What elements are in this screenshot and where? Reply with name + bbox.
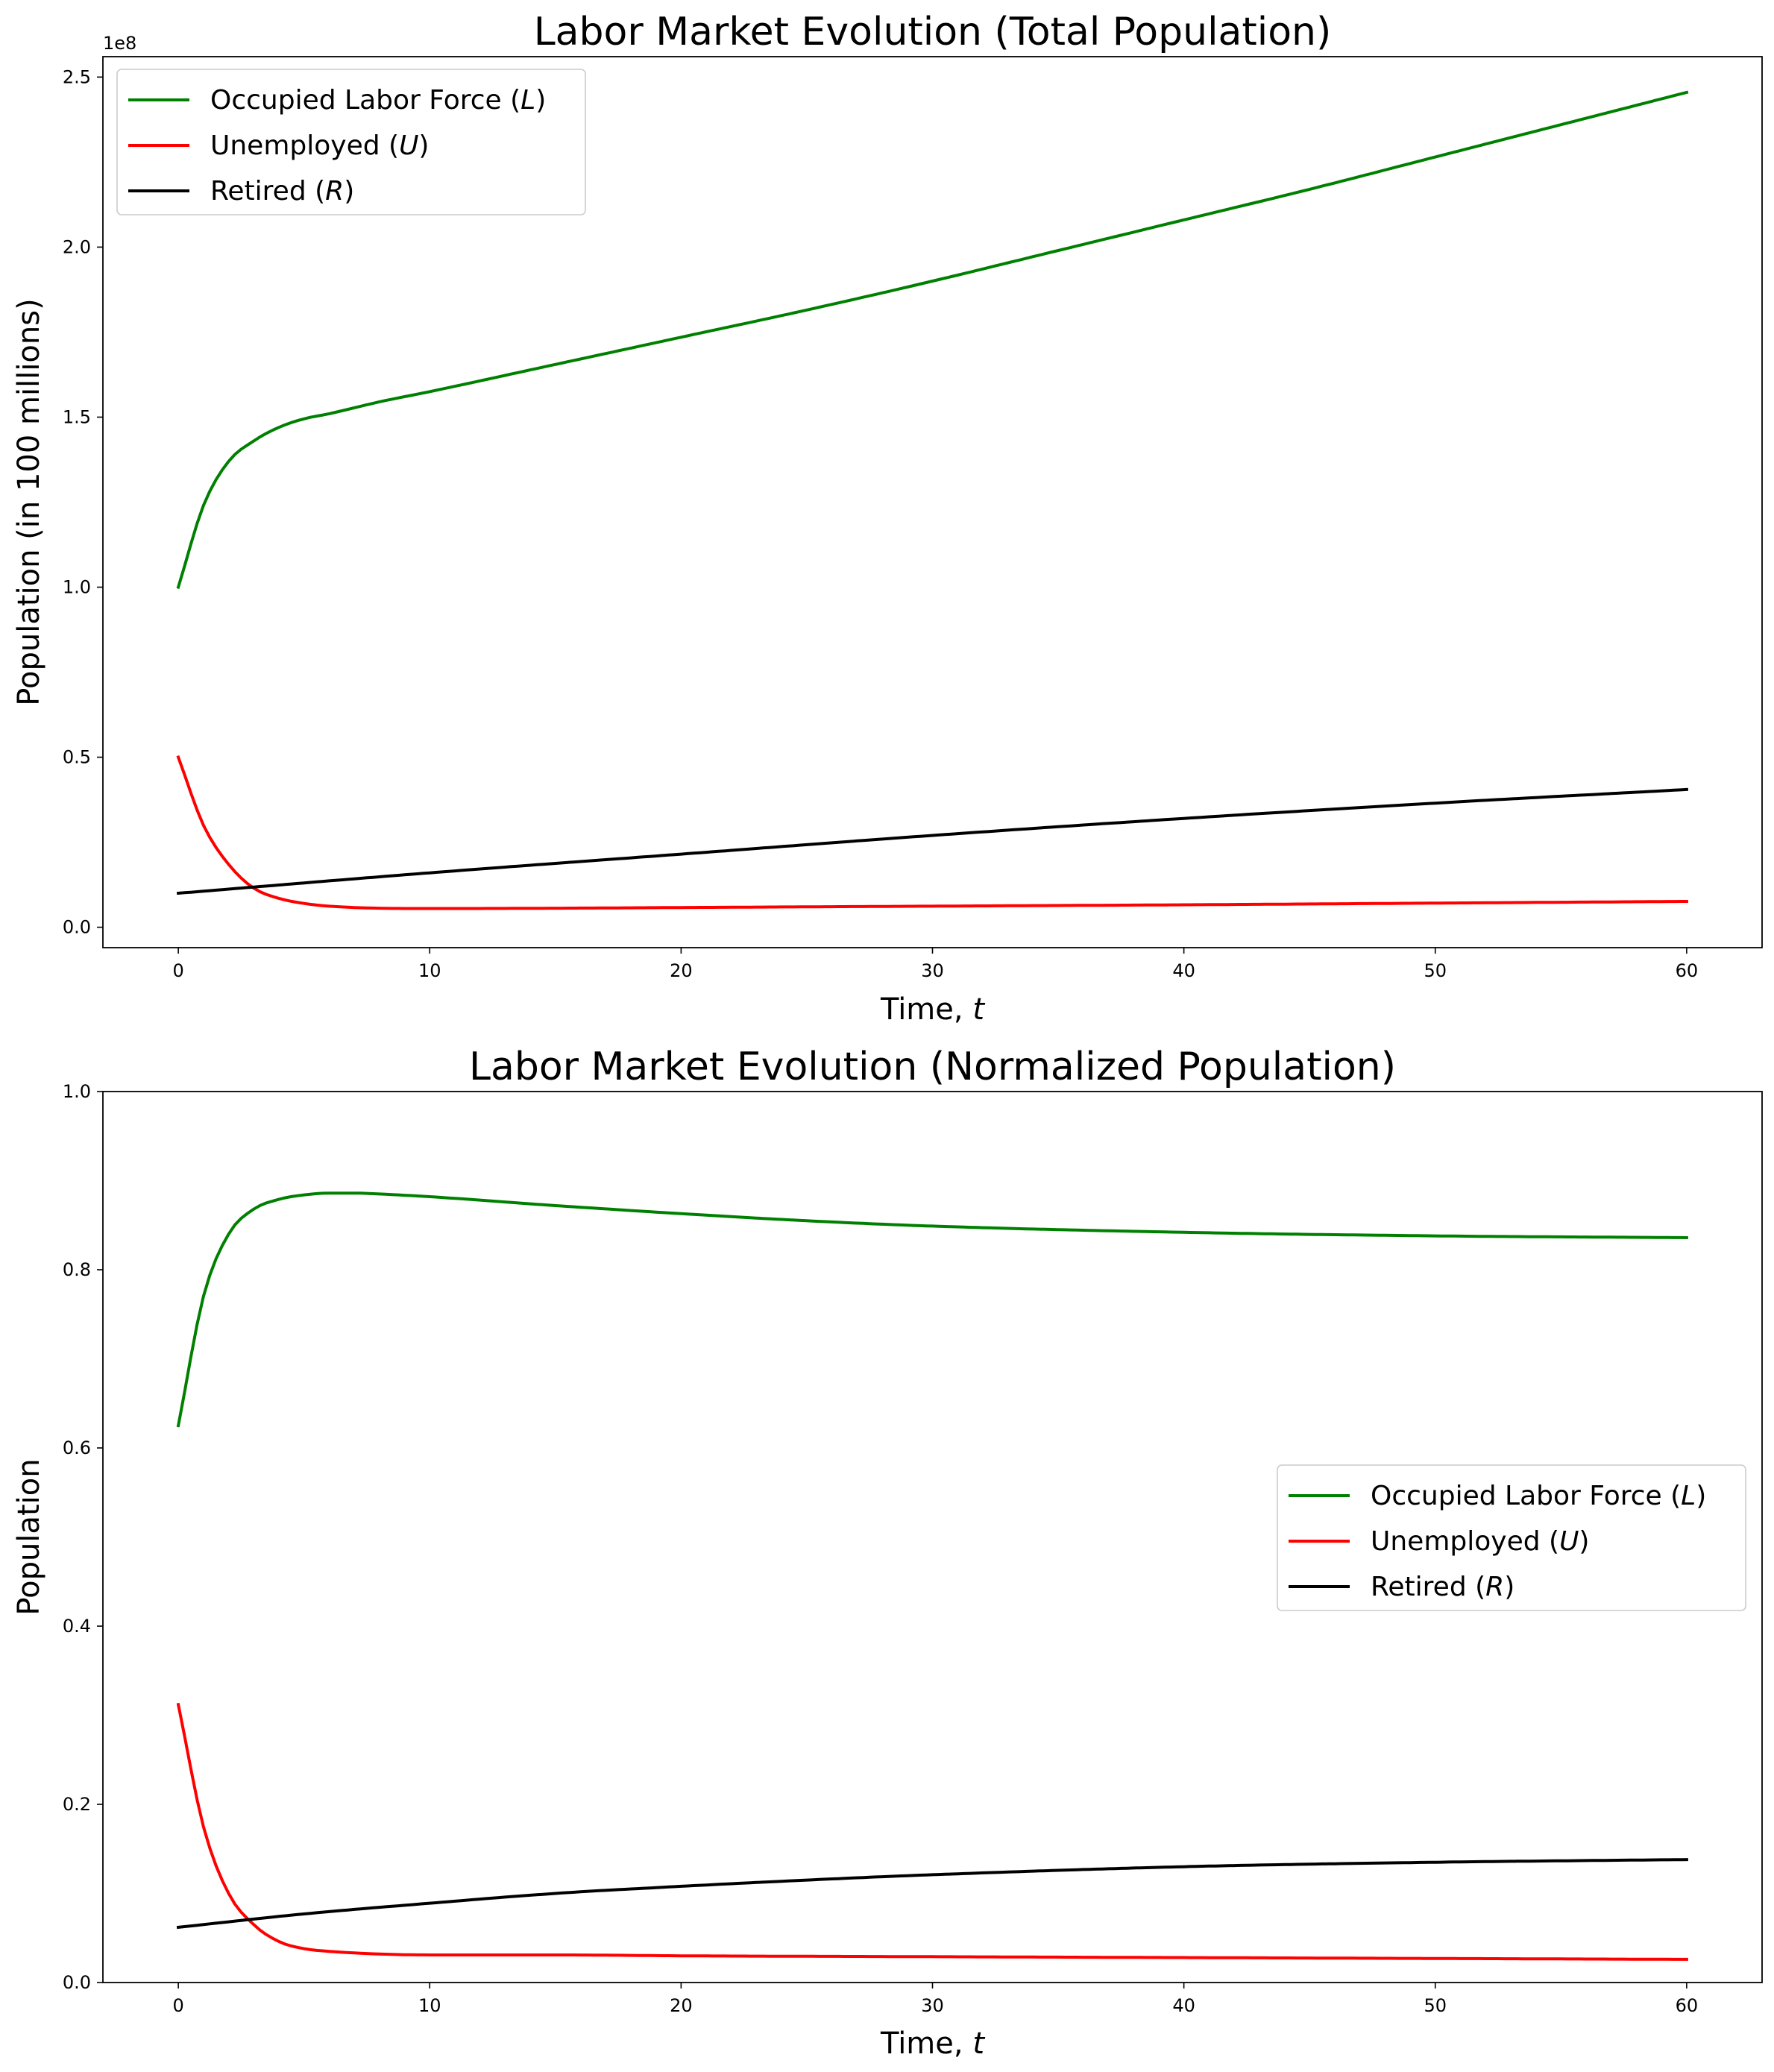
legend-label-close: ) bbox=[1696, 1481, 1706, 1511]
x-tick-label: 30 bbox=[921, 1995, 944, 2016]
x-axis-label-text: Time, bbox=[880, 2027, 972, 2061]
y-axis-label: Population (in 100 millions) bbox=[12, 298, 46, 705]
x-tick-label: 10 bbox=[418, 960, 441, 981]
chart-total-population: Labor Market Evolution (Total Population… bbox=[12, 10, 1763, 1027]
y-tick-label: 0.8 bbox=[63, 1259, 91, 1280]
series-line-U bbox=[176, 1702, 1688, 1961]
legend-label-var: L bbox=[520, 85, 535, 116]
x-axis-label: Time, t bbox=[880, 992, 985, 1027]
legend-label-text: Unemployed ( bbox=[210, 130, 399, 161]
x-tick-label: 60 bbox=[1676, 960, 1699, 981]
y-tick-label: 0.0 bbox=[63, 917, 91, 938]
chart-title: Labor Market Evolution (Normalized Popul… bbox=[469, 1045, 1396, 1089]
offset-label: 1e8 bbox=[103, 33, 136, 54]
x-tick-label: 10 bbox=[418, 1995, 441, 2016]
legend-label-close: ) bbox=[344, 176, 354, 207]
legend-label-text: Unemployed ( bbox=[1371, 1526, 1559, 1557]
x-tick-label: 30 bbox=[921, 960, 944, 981]
y-tick-label: 1.5 bbox=[63, 406, 91, 427]
y-axis-label: Population bbox=[12, 1458, 46, 1615]
x-tick-label: 60 bbox=[1676, 1995, 1699, 2016]
series-line-R bbox=[176, 787, 1689, 895]
x-tick-label: 50 bbox=[1424, 960, 1447, 981]
legend-label-close: ) bbox=[535, 85, 546, 116]
y-tick-label: 0.2 bbox=[63, 1794, 91, 1815]
x-tick-label: 40 bbox=[1172, 960, 1195, 981]
y-tick-label: 0.0 bbox=[63, 1972, 91, 1993]
series-line-U bbox=[176, 755, 1688, 910]
legend-label-U: Unemployed (U) bbox=[210, 130, 429, 161]
legend-label-var: R bbox=[1485, 1572, 1504, 1602]
series-line-L bbox=[176, 1191, 1688, 1428]
x-axis-label-var: t bbox=[972, 992, 985, 1027]
legend-label-var: L bbox=[1681, 1481, 1696, 1511]
legend-box bbox=[1277, 1464, 1746, 1611]
legend-label-var: U bbox=[1559, 1526, 1579, 1557]
y-tick-label: 1.0 bbox=[63, 1081, 91, 1102]
x-axis-label: Time, t bbox=[880, 2027, 985, 2061]
series-line-L bbox=[176, 90, 1689, 589]
y-tick-label: 0.6 bbox=[63, 1438, 91, 1458]
y-tick-label: 1.0 bbox=[63, 577, 91, 598]
x-tick-label: 40 bbox=[1172, 1995, 1195, 2016]
series-line-R bbox=[176, 1858, 1688, 1930]
y-tick-label: 0.5 bbox=[63, 747, 91, 768]
legend-label-L: Occupied Labor Force (L) bbox=[1371, 1481, 1706, 1511]
y-tick-label: 0.4 bbox=[63, 1616, 91, 1637]
x-tick-label: 20 bbox=[670, 960, 693, 981]
legend-label-close: ) bbox=[418, 130, 429, 161]
legend-label-var: U bbox=[399, 130, 418, 161]
chart-title: Labor Market Evolution (Total Population… bbox=[534, 10, 1332, 54]
x-tick-label: 0 bbox=[172, 1995, 183, 2016]
chart-normalized-population: Labor Market Evolution (Normalized Popul… bbox=[12, 1045, 1763, 2061]
legend-label-text: Occupied Labor Force ( bbox=[1371, 1481, 1681, 1511]
x-tick-label: 20 bbox=[670, 1995, 693, 2016]
x-tick-label: 50 bbox=[1424, 1995, 1447, 2016]
legend-box bbox=[116, 69, 586, 215]
legend-label-L: Occupied Labor Force (L) bbox=[210, 85, 546, 116]
x-axis-label-var: t bbox=[972, 2027, 985, 2061]
legend-label-text: Occupied Labor Force ( bbox=[210, 85, 520, 116]
y-tick-label: 2.0 bbox=[63, 236, 91, 257]
legend-label-U: Unemployed (U) bbox=[1371, 1526, 1589, 1557]
legend: Occupied Labor Force (L)Unemployed (U)Re… bbox=[1277, 1464, 1746, 1611]
legend: Occupied Labor Force (L)Unemployed (U)Re… bbox=[116, 69, 586, 215]
legend-label-close: ) bbox=[1504, 1572, 1514, 1602]
plot-frame bbox=[102, 56, 1763, 948]
x-tick-label: 0 bbox=[172, 960, 183, 981]
x-axis-label-text: Time, bbox=[880, 992, 972, 1027]
y-tick-label: 2.5 bbox=[63, 66, 91, 87]
legend-label-R: Retired (R) bbox=[210, 176, 354, 207]
plot-frame bbox=[102, 1091, 1763, 1983]
legend-label-text: Retired ( bbox=[210, 176, 325, 207]
legend-label-text: Retired ( bbox=[1371, 1572, 1485, 1602]
legend-label-R: Retired (R) bbox=[1371, 1572, 1514, 1602]
legend-label-close: ) bbox=[1579, 1526, 1589, 1557]
legend-label-var: R bbox=[325, 176, 344, 207]
